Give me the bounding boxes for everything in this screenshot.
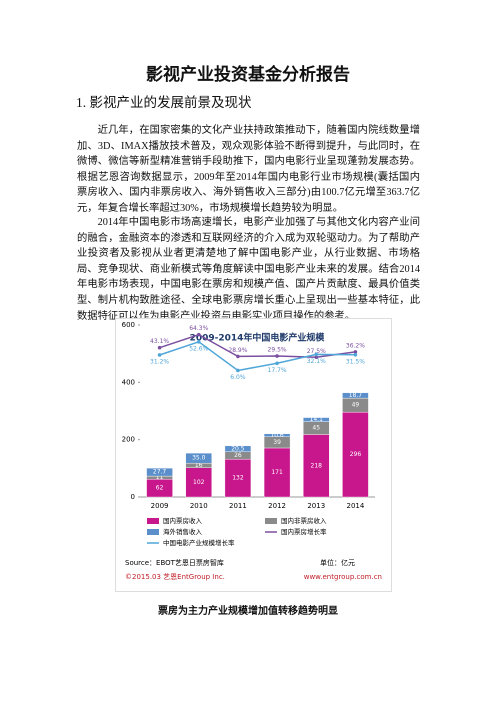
line-point — [196, 340, 201, 344]
x-tick-label: 2012 — [268, 502, 286, 510]
value-label: 27.7 — [153, 469, 167, 476]
x-tick-label: 2011 — [229, 502, 247, 510]
value-label: 10.6 — [270, 432, 284, 439]
value-label: 31.2% — [150, 358, 169, 365]
value-label: 14.1 — [310, 416, 324, 423]
value-label: 62 — [156, 485, 164, 492]
bar-segment — [146, 467, 173, 477]
x-tick-label: 2014 — [347, 502, 365, 510]
doc-title: 影视产业投资基金分析报告 — [146, 65, 350, 84]
bar-segment — [263, 433, 291, 437]
footer-left: ©2015.03 艺恩EntGroup Inc. — [125, 573, 225, 581]
bar-segment — [342, 392, 369, 399]
bar-segment — [224, 458, 252, 498]
legend-label: 国内票房收入 — [163, 516, 203, 525]
bar-segment — [263, 447, 291, 498]
legend-label: 中国电影产业规模增长率 — [163, 538, 235, 547]
legend-swatch — [147, 529, 159, 535]
y-tick-label: 0 — [131, 493, 135, 501]
bar-segment — [342, 411, 369, 498]
unit: 单位：亿元 — [320, 558, 355, 567]
value-label: 296 — [350, 451, 362, 458]
legend-label: 国内票房增长率 — [281, 527, 327, 536]
value-label: 49 — [352, 402, 360, 409]
section-heading: 1. 影视产业的发展前景及现状 — [76, 95, 252, 110]
bar-segment — [303, 417, 330, 422]
chart-title: 2009-2014年中国电影产业规模 — [190, 332, 326, 344]
value-label: 31.5% — [346, 358, 365, 365]
legend-swatch — [147, 518, 159, 524]
line-point — [314, 355, 319, 360]
value-label: 52.6% — [189, 345, 208, 352]
line — [159, 333, 356, 359]
value-label: 18.7 — [349, 392, 363, 399]
line — [159, 340, 356, 372]
x-tick-label: 2013 — [307, 502, 325, 510]
line-point — [275, 361, 279, 366]
caption: 票房为主力产业规模增加值转移趋势明显 — [158, 606, 338, 617]
y-tick-label: 200 — [122, 436, 135, 444]
paragraph: 2014年中国电影市场高速增长，电影产业加强了与其他文化内容产业间的融合，金融资… — [77, 217, 420, 322]
y-tick-label: 600 — [122, 321, 135, 329]
value-label: 20.5 — [231, 445, 245, 452]
line-point — [236, 368, 240, 373]
bar-segment — [303, 434, 330, 498]
line-point — [196, 332, 201, 337]
legend-swatch — [265, 518, 277, 524]
value-label: 26 — [234, 452, 242, 459]
value-label: 45 — [312, 425, 320, 432]
line-point — [314, 352, 319, 357]
value-label: 132 — [232, 475, 244, 482]
value-label: 171 — [271, 469, 283, 476]
chart: 2009-2014年中国电影产业规模 Source：EBOT艺恩日票房智库 单位… — [115, 318, 392, 592]
value-label: 39 — [273, 439, 281, 446]
line-point — [157, 353, 162, 357]
value-label: 102 — [193, 479, 205, 486]
value-label: 11 — [156, 474, 164, 481]
value-label: 43.1% — [150, 338, 169, 345]
value-label: 35.0 — [192, 455, 206, 462]
line-point — [353, 350, 358, 354]
value-label: 218 — [311, 462, 323, 469]
value-label: 29.5% — [268, 347, 287, 354]
value-label: 16 — [195, 462, 203, 469]
paragraph: 近几年，在国家密集的文化产业扶持政策推动下，随着国内院线数量增加、3D、IMAX… — [77, 125, 420, 214]
line-point — [353, 352, 358, 357]
value-label: 17.7% — [268, 367, 287, 374]
value-label: 36.2% — [346, 342, 365, 349]
line-point — [275, 354, 279, 358]
y-tick-label: 400 — [122, 378, 135, 386]
line-point — [236, 354, 240, 359]
x-tick-label: 2009 — [151, 502, 169, 510]
source: Source：EBOT艺恩日票房智库 — [125, 558, 224, 567]
bar-segment — [224, 445, 252, 452]
bar-segment — [185, 452, 212, 464]
value-label: 28.9% — [228, 347, 247, 354]
legend-label: 海外销售收入 — [163, 527, 203, 536]
legend-label: 国内非票房收入 — [281, 516, 327, 525]
value-label: 32.1% — [307, 358, 326, 365]
value-label: 6.0% — [230, 374, 246, 381]
line-point — [157, 345, 162, 350]
value-label: 27.5% — [307, 348, 326, 355]
value-label: 64.3% — [189, 325, 208, 332]
x-tick-label: 2010 — [190, 502, 208, 510]
footer-right: www.entgroup.com.cn — [304, 573, 382, 581]
bar-segment — [185, 467, 212, 498]
